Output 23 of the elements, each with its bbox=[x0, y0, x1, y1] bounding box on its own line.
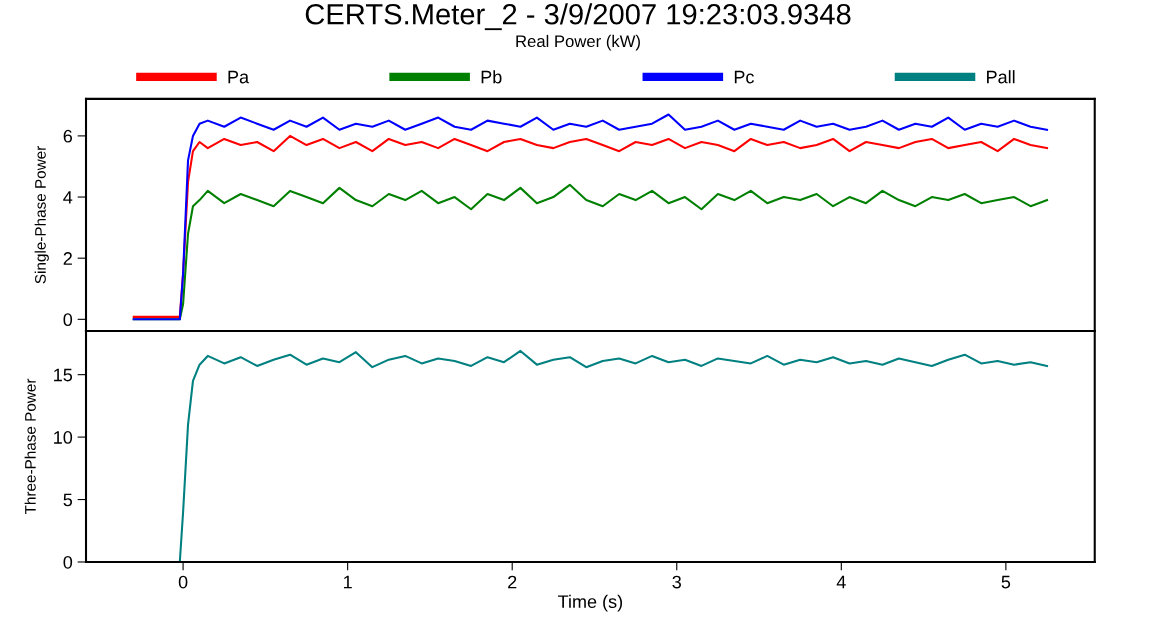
x-tick-label: 2 bbox=[508, 575, 517, 589]
y-tick-label: 2 bbox=[63, 252, 72, 265]
x-tick-label: 5 bbox=[1001, 575, 1011, 589]
x-tick-label: 1 bbox=[344, 575, 352, 589]
y-axis-title: Three-Phase Power bbox=[24, 378, 36, 515]
chart-subtitle: Real Power (kW) bbox=[516, 34, 640, 51]
y-tick-label: 6 bbox=[63, 129, 73, 143]
y-tick-label: 4 bbox=[63, 191, 73, 204]
legend-label: Pc bbox=[734, 70, 754, 84]
y-tick-label: 10 bbox=[54, 431, 73, 444]
x-tick-label: 3 bbox=[672, 575, 681, 589]
y-tick-label: 0 bbox=[63, 313, 73, 327]
y-tick-label: 15 bbox=[54, 368, 73, 382]
y-tick-label: 0 bbox=[63, 555, 73, 569]
legend-label: Pall bbox=[987, 70, 1015, 84]
x-tick-label: 4 bbox=[836, 575, 846, 589]
x-tick-label: 0 bbox=[178, 575, 188, 589]
x-axis-title: Time (s) bbox=[558, 594, 623, 612]
legend-label: Pa bbox=[228, 70, 250, 84]
legend-label: Pb bbox=[481, 70, 502, 84]
y-axis-title: Single-Phase Power bbox=[34, 145, 49, 284]
chart-title: CERTS.Meter_2 - 3/9/2007 19:23:03.9348 bbox=[305, 3, 851, 31]
y-tick-label: 5 bbox=[63, 493, 73, 507]
